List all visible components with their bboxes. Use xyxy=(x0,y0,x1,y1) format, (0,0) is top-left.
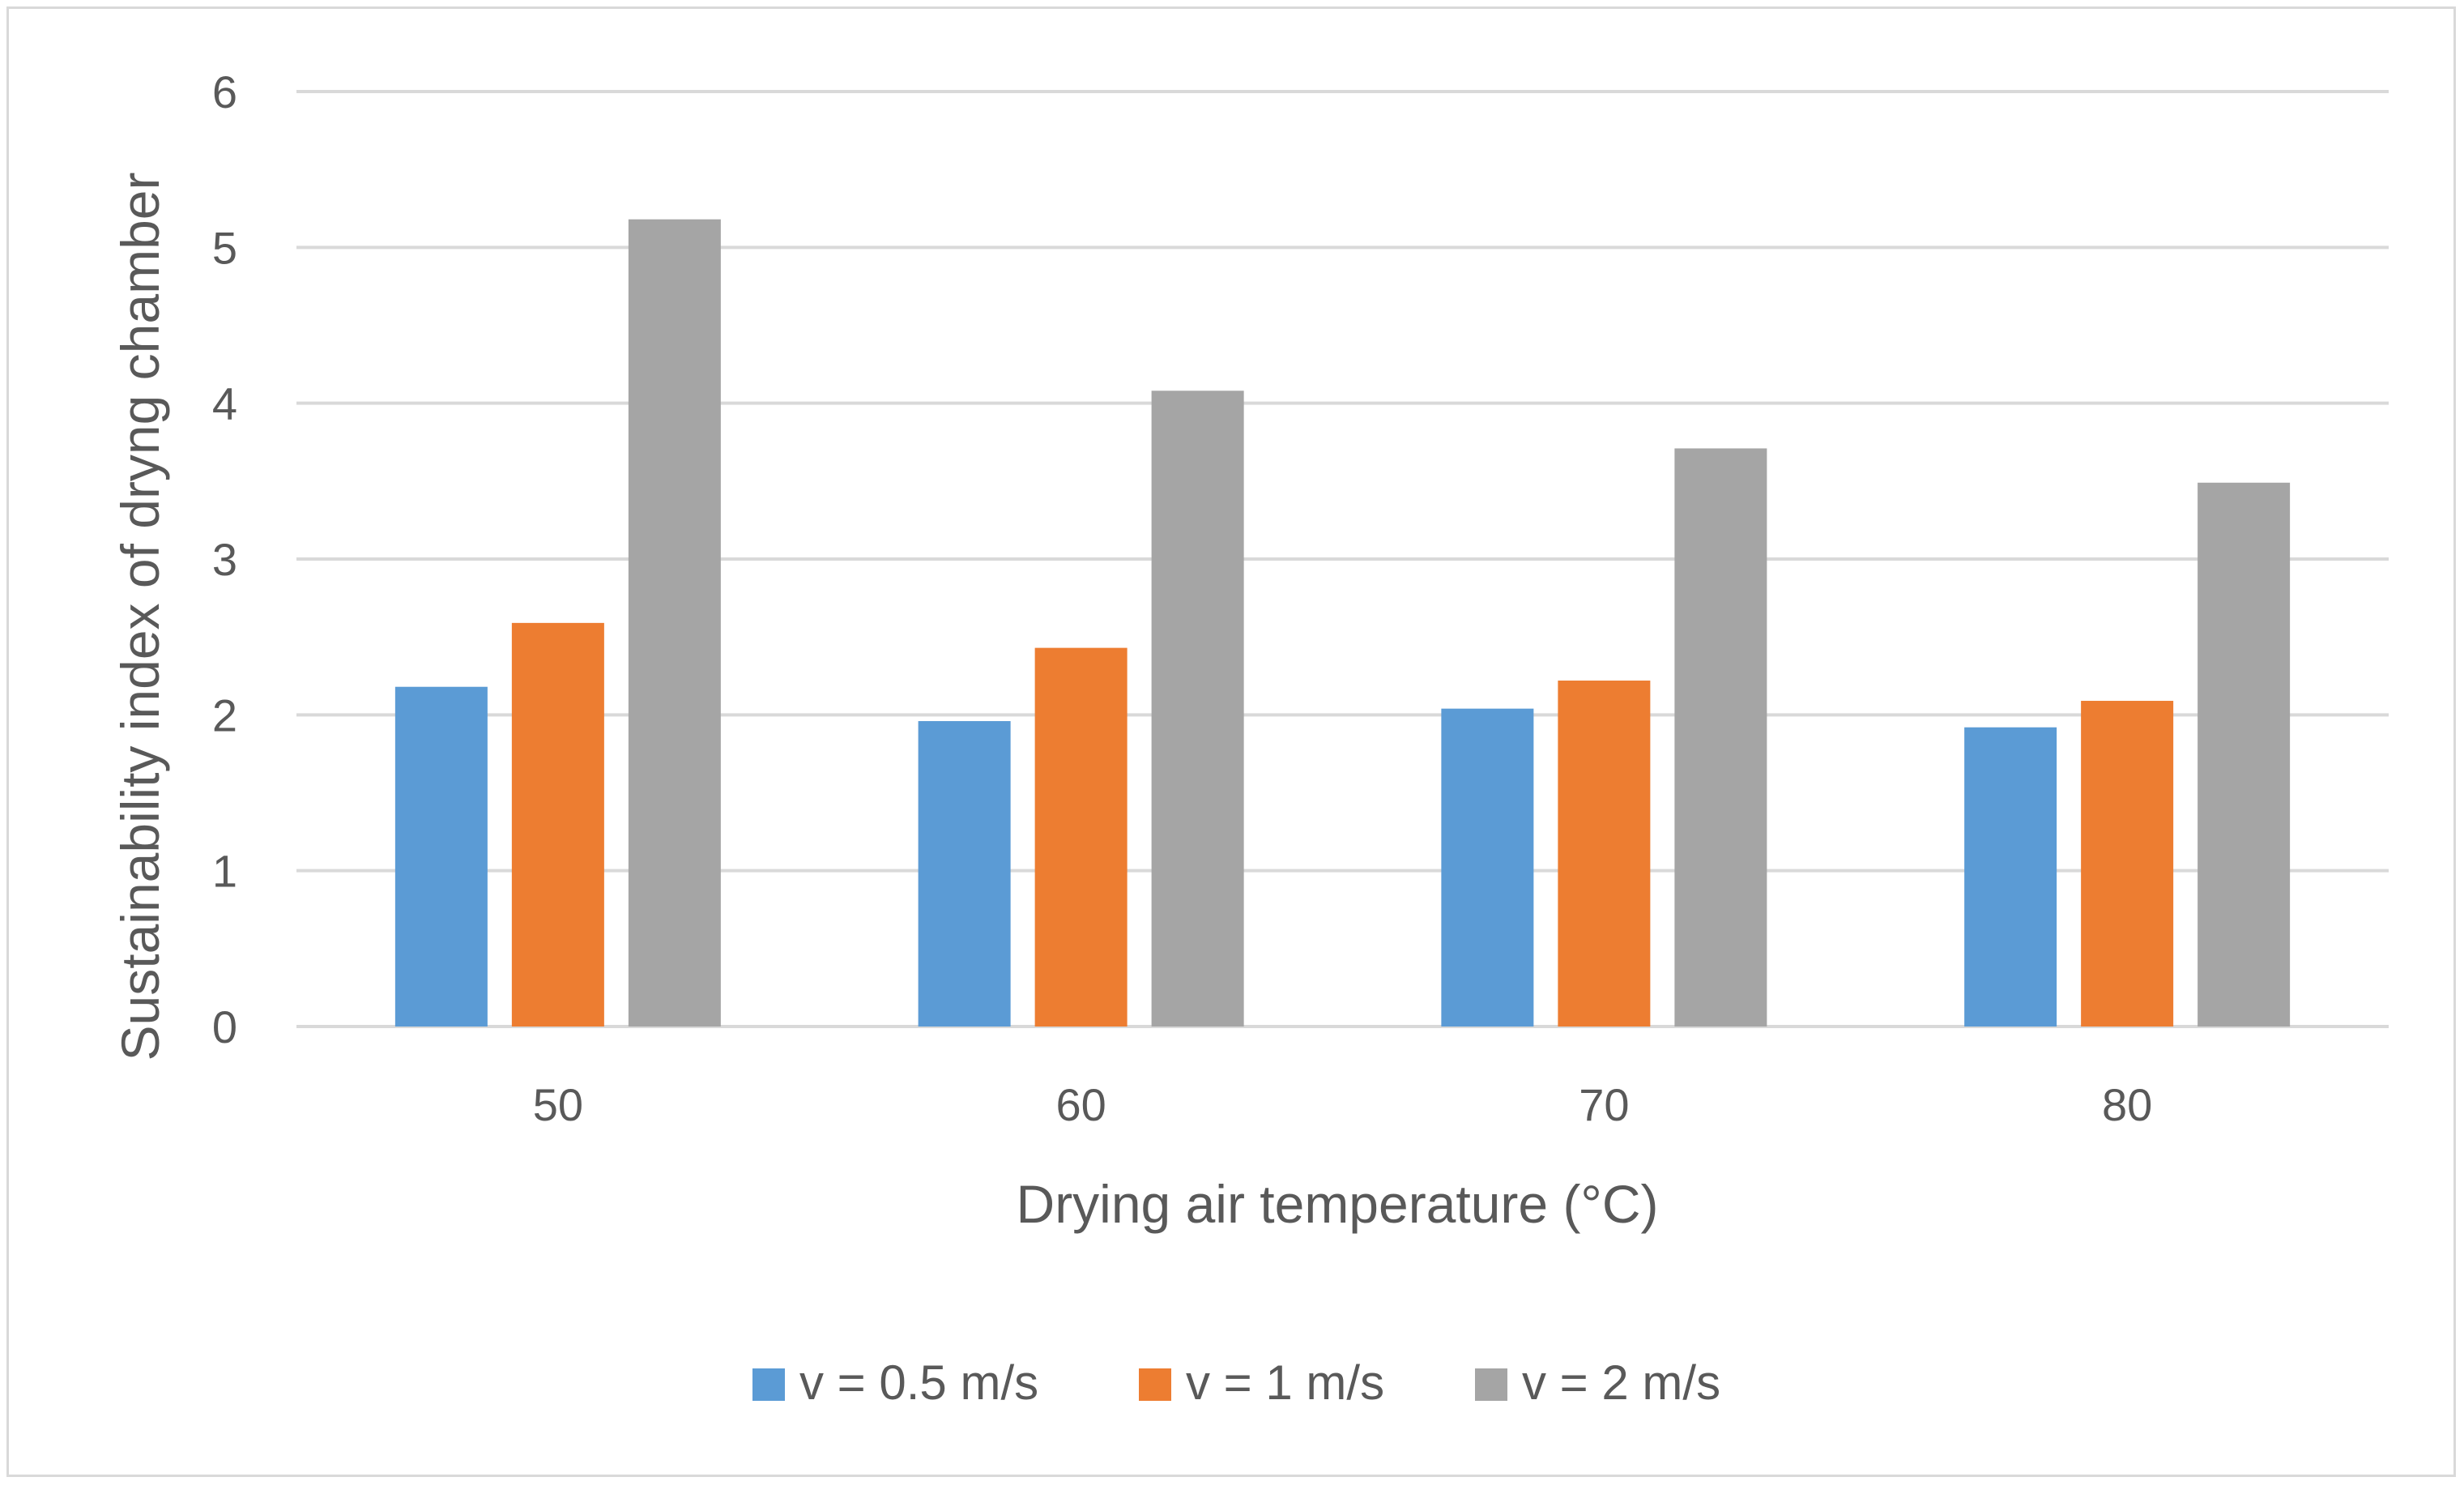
x-tick-label: 70 xyxy=(1579,1079,1629,1130)
y-tick-label: 1 xyxy=(212,846,237,897)
bar xyxy=(1558,681,1651,1027)
bar-chart: 0 1 2 3 4 5 6 50 60 70 80 Sustainability index of… xyxy=(110,66,2389,1410)
bar xyxy=(1151,391,1244,1027)
x-tick-label: 50 xyxy=(533,1079,583,1130)
y-tick-label: 5 xyxy=(212,222,237,273)
x-axis-title: Drying air temperature (°C) xyxy=(1017,1174,1659,1234)
x-axis-ticks: 50 60 70 80 xyxy=(533,1079,2153,1130)
chart-frame: 0 1 2 3 4 5 6 50 60 70 80 Sustainability index of… xyxy=(6,6,2456,1477)
legend-swatch xyxy=(752,1368,785,1401)
bar xyxy=(1034,647,1128,1027)
bar xyxy=(2198,482,2291,1027)
bar xyxy=(511,622,604,1027)
bar xyxy=(2081,701,2174,1027)
x-tick-label: 60 xyxy=(1055,1079,1106,1130)
legend-label: v = 1 m/s xyxy=(1186,1355,1384,1410)
legend: v = 0.5 m/s v = 1 m/s v = 2 m/s xyxy=(752,1355,1720,1410)
y-axis-ticks: 0 1 2 3 4 5 6 xyxy=(212,66,237,1052)
y-tick-label: 0 xyxy=(212,1001,237,1052)
legend-swatch xyxy=(1139,1368,1171,1401)
legend-label: v = 2 m/s xyxy=(1522,1355,1720,1410)
bar xyxy=(1441,708,1534,1027)
bars xyxy=(394,219,2291,1027)
bar xyxy=(918,721,1011,1027)
y-tick-label: 3 xyxy=(212,534,237,585)
y-axis-title: Sustainability index of dryng chamber xyxy=(110,173,170,1061)
legend-swatch xyxy=(1475,1368,1507,1401)
bar xyxy=(1674,448,1767,1027)
legend-label: v = 0.5 m/s xyxy=(799,1355,1038,1410)
y-tick-label: 4 xyxy=(212,378,237,429)
x-tick-label: 80 xyxy=(2102,1079,2152,1130)
bar xyxy=(628,219,721,1027)
y-tick-label: 6 xyxy=(212,66,237,117)
y-tick-label: 2 xyxy=(212,689,237,741)
bar xyxy=(1964,727,2057,1027)
bar xyxy=(394,686,488,1027)
gridlines xyxy=(296,90,2389,1028)
